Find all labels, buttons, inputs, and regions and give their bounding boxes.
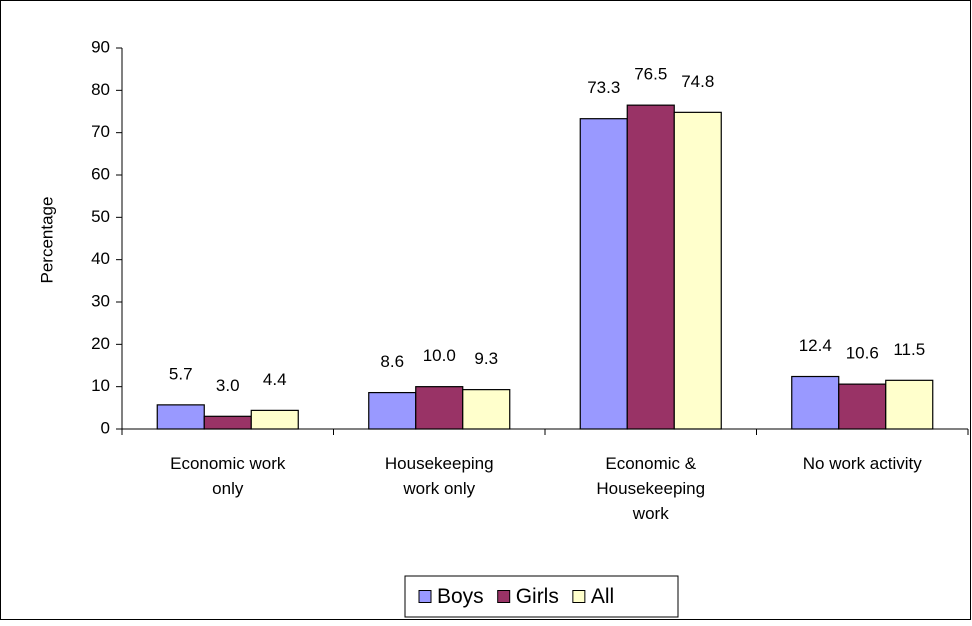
y-tick-label: 90 xyxy=(91,37,110,56)
bar xyxy=(673,111,722,430)
x-tick-label: Housekeeping work only xyxy=(385,454,494,498)
value-label: 12.4 xyxy=(799,336,832,355)
value-label: 4.4 xyxy=(263,370,287,389)
legend-label: Boys xyxy=(437,585,484,608)
x-tick-label: Economic & Housekeeping work xyxy=(596,454,705,523)
x-tick-label: No work activity xyxy=(803,454,923,473)
value-label: 10.0 xyxy=(423,346,456,365)
y-tick-label: 80 xyxy=(91,80,110,99)
bar xyxy=(626,104,675,430)
bar xyxy=(368,391,417,430)
bar xyxy=(250,409,299,430)
y-tick-label: 0 xyxy=(101,418,110,437)
bar xyxy=(838,383,887,430)
y-tick-label: 60 xyxy=(91,164,110,183)
x-tick-label: Economic work only xyxy=(170,454,286,498)
value-label: 73.3 xyxy=(587,78,620,97)
y-axis-title: Percentage xyxy=(37,197,56,284)
value-label: 5.7 xyxy=(169,364,193,383)
legend-box xyxy=(404,575,679,618)
legend-swatch xyxy=(418,590,432,603)
bar xyxy=(885,379,934,430)
legend-label: All xyxy=(591,585,614,608)
bar xyxy=(462,389,511,430)
y-tick-label: 40 xyxy=(91,249,110,268)
value-label: 74.8 xyxy=(681,72,714,91)
value-label: 9.3 xyxy=(474,349,498,368)
value-label: 8.6 xyxy=(380,352,404,371)
y-tick-label: 50 xyxy=(91,207,110,226)
value-label: 76.5 xyxy=(634,65,667,84)
value-label: 3.0 xyxy=(216,376,240,395)
bar xyxy=(791,375,840,430)
value-label: 11.5 xyxy=(893,340,925,359)
bar xyxy=(203,415,252,430)
y-tick-label: 70 xyxy=(91,122,110,141)
value-label: 10.6 xyxy=(846,344,879,363)
legend-label: Girls xyxy=(516,585,559,608)
bar xyxy=(415,386,464,430)
bar xyxy=(156,404,205,430)
legend-swatch xyxy=(497,590,511,603)
y-tick-label: 30 xyxy=(91,291,110,310)
bar xyxy=(579,118,628,430)
legend-swatch xyxy=(572,590,586,603)
y-tick-label: 10 xyxy=(91,376,110,395)
y-tick-label: 20 xyxy=(91,334,110,353)
